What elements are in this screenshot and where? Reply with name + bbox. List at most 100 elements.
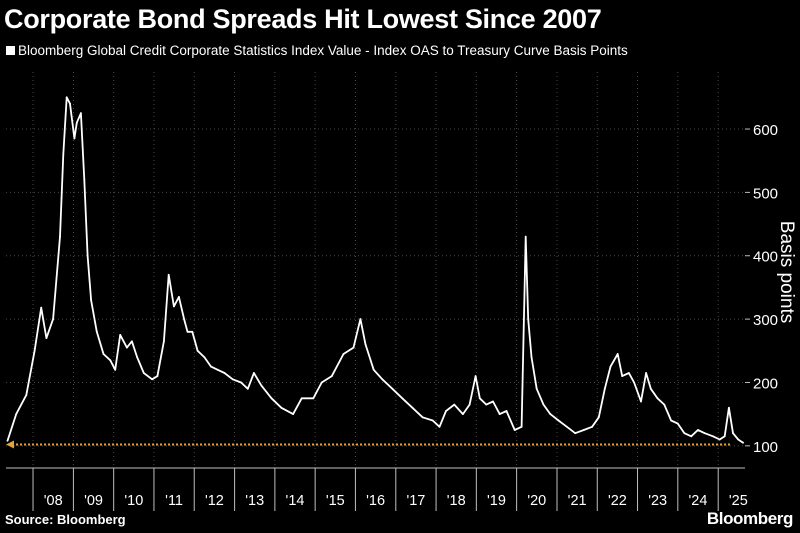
data-point bbox=[90, 299, 92, 301]
data-point bbox=[136, 356, 139, 358]
data-point bbox=[485, 403, 488, 406]
data-point bbox=[582, 429, 585, 431]
data-point bbox=[65, 96, 68, 99]
data-point bbox=[62, 153, 65, 156]
data-point bbox=[492, 400, 494, 403]
data-point bbox=[603, 387, 606, 390]
data-point bbox=[330, 375, 333, 377]
x-tick-label: '08 bbox=[44, 493, 63, 509]
data-point bbox=[723, 435, 726, 438]
data-point bbox=[524, 235, 527, 238]
data-point bbox=[196, 349, 199, 352]
data-point bbox=[300, 397, 303, 400]
data-point bbox=[52, 318, 54, 320]
x-tick-label: '16 bbox=[366, 493, 385, 509]
data-point bbox=[566, 425, 568, 428]
data-point bbox=[246, 387, 249, 390]
data-point bbox=[109, 359, 112, 362]
data-point bbox=[498, 413, 501, 415]
data-point bbox=[549, 413, 552, 415]
data-point bbox=[6, 439, 9, 442]
x-tick-label: '12 bbox=[205, 493, 224, 509]
data-point bbox=[80, 112, 82, 115]
brand-logo: Bloomberg bbox=[706, 509, 794, 528]
data-point bbox=[40, 306, 43, 309]
data-point bbox=[445, 410, 447, 412]
x-axis-ticks: '08 '09 '10 '11 '12 '13 '14 '15 '16 '17 '18 '19 '20 '… bbox=[32, 468, 748, 511]
data-point bbox=[292, 413, 294, 415]
data-point bbox=[352, 346, 355, 349]
x-tick-label: '18 bbox=[447, 493, 466, 509]
data-point bbox=[542, 403, 545, 406]
data-point bbox=[732, 432, 734, 435]
data-point bbox=[15, 413, 18, 415]
data-point bbox=[173, 305, 175, 308]
data-point bbox=[557, 419, 560, 422]
chart-title: Corporate Bond Spreads Hit Lowest Since … bbox=[4, 4, 602, 34]
data-point bbox=[712, 435, 714, 438]
data-point bbox=[131, 340, 133, 343]
data-point bbox=[421, 416, 424, 419]
data-point bbox=[119, 334, 122, 336]
data-point bbox=[621, 375, 624, 377]
x-tick-label: '19 bbox=[487, 493, 506, 509]
data-point bbox=[505, 410, 508, 412]
x-tick-label: '13 bbox=[245, 493, 264, 509]
data-point bbox=[527, 318, 530, 320]
y-tick-label: 200 bbox=[753, 375, 778, 392]
x-tick-label: '15 bbox=[326, 493, 345, 509]
data-point bbox=[191, 330, 194, 333]
data-point bbox=[453, 403, 456, 406]
data-point bbox=[609, 365, 612, 368]
data-point bbox=[364, 343, 367, 346]
data-point bbox=[270, 397, 273, 400]
series-points bbox=[6, 96, 744, 444]
data-point bbox=[142, 372, 145, 374]
data-point bbox=[628, 372, 630, 374]
data-point bbox=[683, 432, 686, 435]
data-point bbox=[167, 273, 170, 276]
y-tick-label: 300 bbox=[753, 312, 778, 329]
legend-label: Bloomberg Global Credit Corporate Statis… bbox=[18, 43, 628, 58]
data-point bbox=[342, 353, 345, 355]
data-point bbox=[737, 438, 740, 441]
data-point bbox=[320, 381, 323, 384]
data-point bbox=[468, 403, 471, 406]
data-point bbox=[633, 381, 635, 384]
legend: Bloomberg Global Credit Corporate Statis… bbox=[6, 43, 628, 58]
data-point bbox=[728, 406, 730, 409]
data-point bbox=[676, 422, 679, 425]
data-point bbox=[520, 425, 523, 428]
data-point bbox=[231, 378, 234, 381]
data-point bbox=[216, 368, 219, 371]
data-point bbox=[616, 353, 619, 355]
data-point bbox=[438, 425, 441, 428]
x-tick-label: '22 bbox=[608, 493, 627, 509]
data-point bbox=[210, 365, 212, 368]
data-point bbox=[530, 356, 533, 358]
y-tick-label: 400 bbox=[753, 249, 778, 266]
data-point bbox=[203, 356, 206, 358]
data-point bbox=[33, 349, 36, 352]
data-point bbox=[401, 397, 404, 400]
data-point bbox=[73, 137, 76, 140]
data-point bbox=[656, 397, 659, 400]
x-tick-label: '21 bbox=[568, 493, 587, 509]
data-point bbox=[114, 368, 117, 371]
data-point bbox=[186, 330, 189, 333]
data-point bbox=[645, 372, 647, 374]
data-point bbox=[86, 254, 89, 257]
data-point bbox=[260, 384, 263, 387]
x-tick-label: '17 bbox=[406, 493, 425, 509]
grid-lines bbox=[6, 72, 745, 468]
data-point bbox=[280, 406, 283, 409]
x-tick-label: '11 bbox=[165, 493, 183, 509]
data-point bbox=[102, 353, 105, 355]
data-point bbox=[381, 378, 384, 381]
data-point bbox=[703, 432, 706, 435]
x-tick-label: '23 bbox=[648, 493, 667, 509]
data-point bbox=[95, 330, 98, 333]
data-point bbox=[75, 121, 78, 124]
data-point bbox=[690, 435, 693, 438]
data-point bbox=[59, 235, 61, 238]
